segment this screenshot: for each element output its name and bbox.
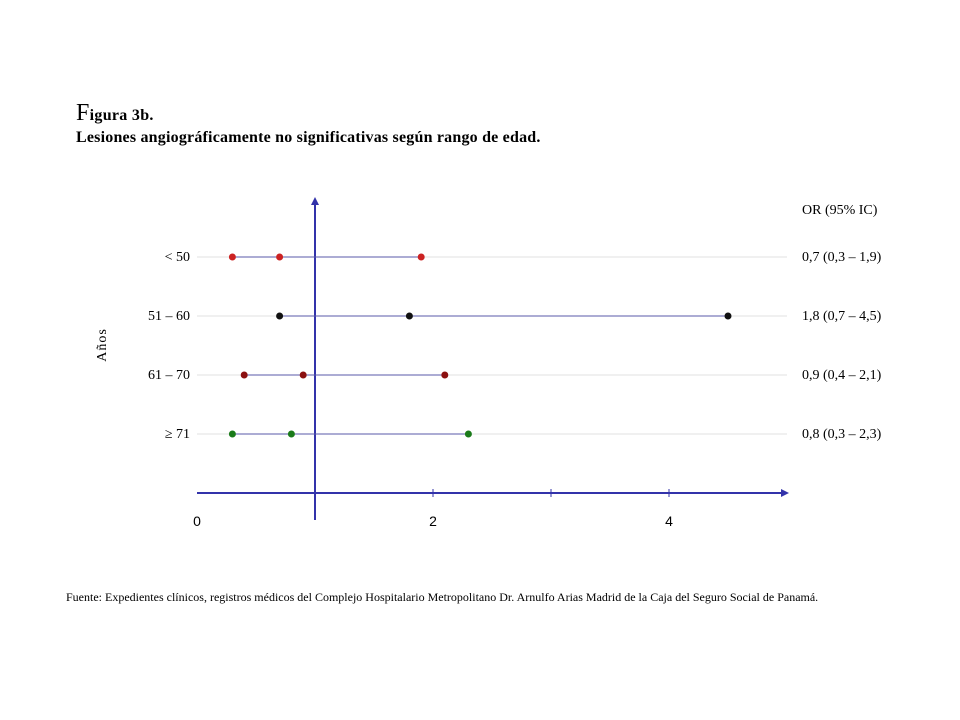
or-point: [287, 430, 295, 438]
reference-line-arrow: [311, 197, 319, 205]
or-value-label: 1,8 (0,7 – 4,5): [802, 309, 882, 324]
or-value-label: 0,9 (0,4 – 2,1): [802, 368, 882, 383]
or-value-label: 0,8 (0,3 – 2,3): [802, 427, 882, 442]
or-value-label: 0,7 (0,3 – 1,9): [802, 250, 882, 265]
figure-title-block: Figura 3b. Lesiones angiográficamente no…: [76, 100, 541, 147]
or-header: OR (95% IC): [802, 203, 878, 218]
or-point: [405, 312, 413, 320]
ci-high-point: [724, 312, 732, 320]
or-point: [299, 371, 307, 379]
figure-title-rest: igura 3b.: [89, 107, 154, 124]
row-label: 51 – 60: [148, 309, 190, 324]
figure-subtitle: Lesiones angiográficamente no significat…: [76, 129, 541, 146]
x-tick-label: 4: [665, 513, 673, 529]
figure-title-initial: F: [76, 100, 90, 126]
figure-title: Figura 3b.: [76, 100, 541, 127]
row-label: 61 – 70: [148, 368, 190, 383]
y-axis-label: Años: [95, 328, 110, 362]
ci-low-point: [228, 253, 236, 261]
x-axis-arrow: [781, 489, 789, 497]
source-note: Fuente: Expedientes clínicos, registros …: [66, 590, 819, 604]
x-tick-label: 0: [193, 513, 201, 529]
ci-low-point: [228, 430, 236, 438]
row-label: < 50: [165, 250, 190, 265]
ci-high-point: [441, 371, 449, 379]
ci-high-point: [417, 253, 425, 261]
row-label: ≥ 71: [165, 427, 190, 442]
or-point: [276, 253, 284, 261]
x-tick-label: 2: [429, 513, 437, 529]
ci-low-point: [240, 371, 248, 379]
ci-high-point: [464, 430, 472, 438]
ci-low-point: [276, 312, 284, 320]
